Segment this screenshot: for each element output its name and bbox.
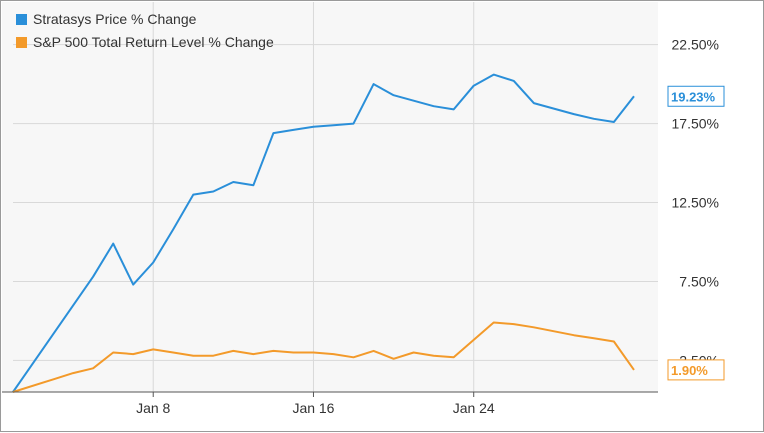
legend-label: S&P 500 Total Return Level % Change	[33, 34, 274, 50]
y-tick-label: 12.50%	[672, 195, 719, 211]
legend-item-stratasys: Stratasys Price % Change	[16, 11, 197, 27]
legend-swatch	[16, 37, 27, 48]
y-tick-label: 22.50%	[672, 37, 719, 53]
legend-label: Stratasys Price % Change	[33, 11, 197, 27]
end-value-box	[667, 85, 725, 107]
end-value-label-stratasys: 19.23%	[667, 85, 725, 107]
series-lines	[12, 73, 635, 393]
series-end-labels: 19.23% 1.90%	[667, 85, 725, 381]
y-tick-label: 17.50%	[672, 116, 719, 132]
series-line-sp500	[12, 321, 635, 393]
end-value-text: 19.23%	[671, 89, 716, 104]
legend-item-sp500: S&P 500 Total Return Level % Change	[16, 34, 274, 50]
x-tick-label: Jan 8	[136, 400, 170, 416]
x-axis-ticks: Jan 8 Jan 16 Jan 24	[136, 392, 495, 416]
legend: Stratasys Price % Change S&P 500 Total Re…	[16, 11, 274, 50]
end-value-label-sp500: 1.90%	[667, 359, 725, 381]
y-tick-label: 7.50%	[679, 273, 719, 289]
end-value-box	[667, 359, 725, 381]
x-tick-label: Jan 24	[453, 400, 495, 416]
series-line-stratasys	[12, 73, 635, 393]
gridlines	[13, 2, 658, 392]
legend-swatch	[16, 14, 27, 25]
x-tick-label: Jan 16	[292, 400, 334, 416]
end-value-text: 1.90%	[671, 363, 708, 378]
plot-area	[2, 2, 658, 392]
